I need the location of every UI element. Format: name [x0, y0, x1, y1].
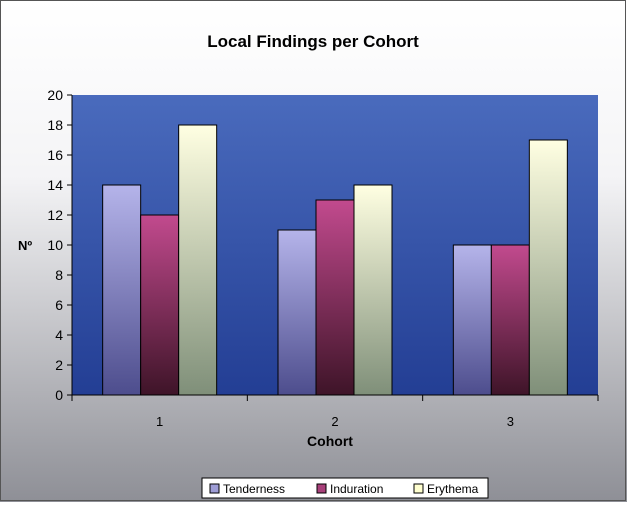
y-axis-label: Nº: [18, 238, 32, 253]
bar-tenderness-cohort-2: [277, 229, 317, 396]
legend-swatch-induration: [316, 483, 327, 494]
y-tick-label: 18: [47, 117, 63, 133]
y-tick-label: 0: [55, 387, 63, 403]
x-tick-label: 2: [331, 414, 338, 429]
bar-tenderness-cohort-3: [452, 244, 492, 396]
legend: Tenderness Induration Erythema: [209, 482, 479, 496]
y-tick-label: 12: [47, 207, 63, 223]
bar-erythema-cohort-3: [528, 139, 568, 396]
legend-label-induration: Induration: [330, 482, 383, 496]
x-tick-label: 3: [507, 414, 514, 429]
bar-induration-cohort-1: [140, 214, 180, 396]
y-tick-label: 14: [47, 177, 63, 193]
y-tick-label: 8: [55, 267, 63, 283]
y-tick-label: 6: [55, 297, 63, 313]
bars-group: [102, 124, 568, 396]
x-tick-label: 1: [156, 414, 163, 429]
y-tick-label: 10: [47, 237, 63, 253]
bar-erythema-cohort-2: [353, 184, 393, 396]
bar-induration-cohort-2: [315, 199, 355, 396]
bar-induration-cohort-3: [490, 244, 530, 396]
legend-swatch-erythema: [413, 483, 424, 494]
bar-erythema-cohort-1: [178, 124, 218, 396]
legend-label-erythema: Erythema: [427, 482, 479, 496]
x-axis: 1 2 3: [71, 394, 599, 429]
chart-title: Local Findings per Cohort: [207, 32, 419, 51]
y-tick-label: 16: [47, 147, 63, 163]
legend-swatch-tenderness: [209, 483, 220, 494]
y-axis: 0 2 4 6 8 10 12 14 16 18 20: [47, 87, 73, 403]
y-tick-label: 4: [55, 327, 63, 343]
x-axis-label: Cohort: [307, 433, 353, 449]
y-tick-label: 2: [55, 357, 63, 373]
y-tick-label: 20: [47, 87, 63, 103]
legend-label-tenderness: Tenderness: [223, 482, 285, 496]
bar-tenderness-cohort-1: [102, 184, 142, 396]
